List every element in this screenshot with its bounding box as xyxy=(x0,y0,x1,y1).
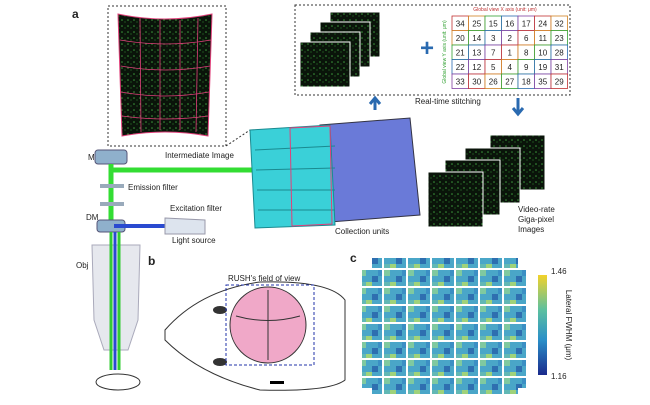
tile-number: 9 xyxy=(524,63,529,72)
label: RUSH's field of view xyxy=(228,274,300,283)
tile-number: 29 xyxy=(555,77,564,86)
tile-number: 22 xyxy=(456,63,465,72)
panel-label: c xyxy=(350,251,357,265)
tile-number: 12 xyxy=(472,63,481,72)
grid-lines xyxy=(119,17,212,133)
tile-number: 25 xyxy=(472,19,481,28)
inset-box xyxy=(107,5,227,147)
intermediate-image xyxy=(117,13,213,137)
colorbar-max: 1.46 xyxy=(551,267,567,276)
axis-label: Global view X axis (unit: μm) xyxy=(473,7,537,13)
tile-number: 19 xyxy=(538,63,547,72)
tile-number: 15 xyxy=(489,19,498,28)
arrow xyxy=(511,98,525,117)
eye xyxy=(213,306,227,314)
label: Excitation filter xyxy=(170,204,222,213)
label: Obj xyxy=(76,261,89,270)
tile-number: 18 xyxy=(522,77,531,86)
emission-beam xyxy=(108,164,265,230)
scale-bar xyxy=(270,381,284,384)
panel-label: b xyxy=(148,254,155,268)
tile-number: 1 xyxy=(508,48,513,57)
tile-number: 8 xyxy=(524,48,529,57)
colorbar-min: 1.16 xyxy=(551,372,567,381)
tile-number: 6 xyxy=(524,34,529,43)
colorbar-title: Lateral FWHM (μm) xyxy=(564,290,573,361)
tile-number: 11 xyxy=(539,34,548,43)
panel-label: a xyxy=(72,7,79,21)
label: DM xyxy=(86,213,99,222)
heatmap xyxy=(362,258,528,396)
label: Video-rate xyxy=(518,205,555,214)
tile-number: 16 xyxy=(505,19,514,28)
eye xyxy=(213,358,227,366)
tile-number: 2 xyxy=(508,34,513,43)
label: M xyxy=(88,153,95,162)
label: Emission filter xyxy=(128,183,178,192)
tile-number: 5 xyxy=(491,63,496,72)
plus-icon: + xyxy=(420,35,434,62)
tile-number: 13 xyxy=(472,48,481,57)
connector xyxy=(225,129,251,147)
tile-number: 26 xyxy=(489,77,498,86)
label: Intermediate Image xyxy=(165,151,234,160)
tile-number: 21 xyxy=(456,48,465,57)
tile-number: 28 xyxy=(555,48,564,57)
tile-number: 4 xyxy=(508,63,513,72)
tile-number: 23 xyxy=(555,34,564,43)
axis-label: Global view Y axis (unit: μm) xyxy=(442,20,448,84)
filter xyxy=(100,184,124,188)
tile-number: 10 xyxy=(538,48,547,57)
arrow xyxy=(368,95,382,110)
tile-number: 24 xyxy=(538,19,547,28)
image-stack xyxy=(299,11,381,88)
image-stack xyxy=(427,134,546,228)
tile-number: 20 xyxy=(456,34,465,43)
tile-number: 34 xyxy=(456,19,465,28)
label: Real-time stitching xyxy=(415,97,481,106)
label: Images xyxy=(518,225,544,234)
tile-number: 33 xyxy=(456,77,465,86)
mirror xyxy=(94,149,128,165)
tile-number: 14 xyxy=(472,34,481,43)
tile-number: 30 xyxy=(472,77,481,86)
tile-number: 27 xyxy=(505,77,514,86)
label: Light source xyxy=(172,236,216,245)
vessels xyxy=(235,290,301,360)
tile-number: 17 xyxy=(522,19,531,28)
tile-number: 31 xyxy=(555,63,564,72)
field-of-view xyxy=(225,284,315,366)
label: Giga-pixel xyxy=(518,215,554,224)
tile-number: 3 xyxy=(491,34,496,43)
tile xyxy=(550,73,568,89)
tile-number: 35 xyxy=(538,77,547,86)
filter xyxy=(100,202,124,206)
beam xyxy=(109,232,121,370)
light-source xyxy=(164,217,206,235)
tile-number: 32 xyxy=(555,19,564,28)
tile-number: 7 xyxy=(491,48,496,57)
colorbar xyxy=(538,275,547,375)
mouse xyxy=(95,373,141,391)
inset-box xyxy=(294,4,571,96)
collection-units xyxy=(249,117,421,229)
label: Collection units xyxy=(335,227,389,236)
